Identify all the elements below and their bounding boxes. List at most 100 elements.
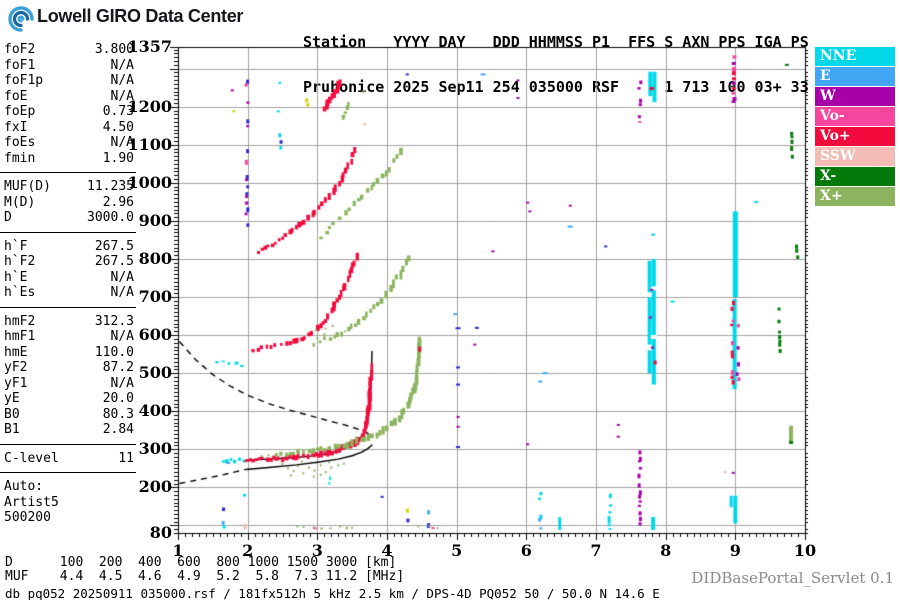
parameter-row-hes: h`Es N/A: [4, 285, 134, 301]
legend-item-nne: NNE: [815, 47, 895, 66]
x-axis-tick-6: 6: [520, 541, 532, 560]
parameter-group-divider: [0, 306, 136, 308]
parameter-row-b1: B1 2.84: [4, 422, 134, 438]
legend-item-vo: Vo+: [815, 127, 895, 146]
y-axis-tick-800: 800: [138, 248, 172, 268]
parameter-row-hf: h`F 267.5: [4, 239, 134, 255]
parameter-row-500200: 500200: [4, 510, 134, 526]
x-axis-tick-1: 1: [172, 541, 184, 560]
parameter-group-divider: [0, 472, 136, 473]
parameter-value: N/A: [110, 269, 134, 285]
parameter-label: h`F2: [4, 254, 36, 269]
parameter-value: 4.50: [102, 119, 134, 135]
parameter-row-hme: hmE 110.0: [4, 345, 134, 361]
y-axis-tick-1000: 1000: [127, 172, 172, 192]
y-axis-tick-1357: 1357: [127, 37, 172, 56]
x-axis-tick-4: 4: [381, 541, 393, 560]
x-axis-tick-3: 3: [311, 541, 323, 560]
parameter-label: B1: [4, 422, 20, 437]
parameter-label: h`E: [4, 269, 28, 285]
x-axis-tick-9: 9: [729, 541, 741, 560]
parameter-label: h`Es: [4, 285, 36, 300]
legend-item-ssw: SSW: [815, 147, 895, 166]
parameter-value: N/A: [110, 57, 134, 73]
parameter-label: fmin: [4, 150, 36, 166]
parameter-row-he: h`E N/A: [4, 270, 134, 286]
parameter-row-artist5: Artist5: [4, 495, 134, 511]
parameter-value: 0.73: [102, 104, 134, 119]
y-axis-tick-600: 600: [138, 325, 172, 345]
parameter-row-fof1p: foF1p N/A: [4, 73, 134, 89]
parameter-group-divider: [0, 443, 136, 445]
parameter-label: hmF1: [4, 329, 36, 344]
parameter-label: 500200: [4, 510, 51, 525]
parameter-value: N/A: [110, 329, 134, 344]
x-axis-tick-2: 2: [242, 541, 254, 560]
parameter-label: MUF(D): [4, 179, 51, 194]
parameter-row-yf1: yF1 N/A: [4, 376, 134, 392]
parameter-label: yF1: [4, 375, 28, 391]
parameter-label: h`F: [4, 238, 28, 254]
parameter-row-hmf2: hmF2 312.3: [4, 314, 134, 330]
parameter-label: foEs: [4, 135, 36, 150]
parameter-row-md: M(D) 2.96: [4, 195, 134, 211]
x-axis-tick-5: 5: [451, 541, 463, 560]
x-axis-tick-8: 8: [660, 541, 672, 560]
parameter-value: 312.3: [94, 313, 134, 329]
parameter-label: hmF2: [4, 313, 36, 329]
parameter-value: N/A: [110, 88, 134, 104]
y-axis-tick-900: 900: [138, 210, 172, 230]
scaled-parameters-panel: foF2 3.800 foF1 N/A foF1p N/A foE N/A foEp 0.73 fx…: [0, 42, 136, 526]
parameter-group-divider: [0, 231, 136, 233]
parameter-label: foE: [4, 88, 28, 104]
y-axis-tick-700: 700: [138, 287, 172, 307]
direction-legend: NNE E W Vo- Vo+ SSW X- X+: [815, 47, 895, 207]
parameter-row-fmin: fmin 1.90: [4, 151, 134, 167]
parameter-value: 11.235: [87, 179, 134, 194]
legend-item-x: X+: [815, 187, 895, 206]
parameter-label: hmE: [4, 344, 28, 360]
parameter-label: fxI: [4, 119, 28, 135]
parameter-label: M(D): [4, 194, 36, 210]
parameter-row-foe: foE N/A: [4, 89, 134, 105]
parameter-row-yf2: yF2 87.2: [4, 360, 134, 376]
measurement-status-line: db pq052 20250911 035000.rsf / 181fx512h…: [5, 586, 660, 600]
parameter-value: N/A: [110, 135, 134, 150]
parameter-row-fxi: fxI 4.50: [4, 120, 134, 136]
parameter-value: 267.5: [94, 254, 134, 269]
parameter-row-mufd: MUF(D) 11.235: [4, 179, 134, 195]
parameter-row-auto: Auto:: [4, 479, 134, 495]
y-axis-tick-200: 200: [138, 477, 172, 497]
parameter-value: 110.0: [94, 344, 134, 360]
y-axis-tick-400: 400: [138, 401, 172, 421]
muf-distance-row: D 100 200 400 600 800 1000 1500 3000 [km…: [5, 555, 397, 570]
parameter-label: Auto:: [4, 479, 44, 494]
parameter-row-hf2: h`F2 267.5: [4, 254, 134, 270]
parameter-label: foEp: [4, 104, 36, 119]
parameter-value: 20.0: [102, 391, 134, 406]
parameter-label: yF2: [4, 360, 28, 375]
parameter-label: foF2: [4, 42, 36, 57]
parameter-value: 3.800: [94, 42, 134, 57]
parameter-value: N/A: [110, 375, 134, 391]
parameter-value: 267.5: [94, 238, 134, 254]
parameter-row-clevel: C-level 11: [4, 451, 134, 467]
parameter-value: 3000.0: [87, 210, 134, 225]
legend-item-vo: Vo-: [815, 107, 895, 126]
parameter-row-fof1: foF1 N/A: [4, 58, 134, 74]
parameter-label: D: [4, 210, 12, 225]
parameter-label: foF1: [4, 57, 36, 73]
parameter-value: 1.90: [102, 150, 134, 166]
parameter-label: B0: [4, 406, 20, 422]
muf-values-row: MUF 4.4 4.5 4.6 4.9 5.2 5.8 7.3 11.2 [MH…: [5, 569, 405, 584]
y-axis-tick-80: 80: [149, 523, 172, 542]
x-axis-tick-10: 10: [793, 541, 817, 560]
parameter-row-b0: B0 80.3: [4, 407, 134, 423]
parameter-row-ye: yE 20.0: [4, 391, 134, 407]
parameter-row-foes: foEs N/A: [4, 135, 134, 151]
y-axis-tick-300: 300: [138, 439, 172, 459]
parameter-value: 11: [118, 450, 134, 466]
parameter-row-foep: foEp 0.73: [4, 104, 134, 120]
